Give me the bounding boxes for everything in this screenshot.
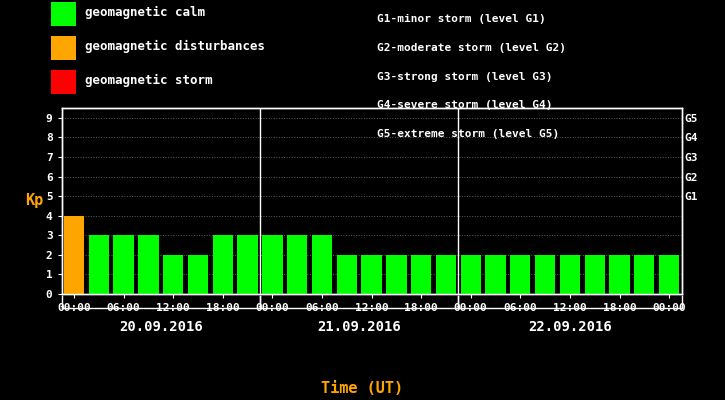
Text: 20.09.2016: 20.09.2016	[119, 320, 203, 334]
Text: Time (UT): Time (UT)	[321, 381, 404, 396]
Bar	[287, 235, 307, 294]
Bar	[138, 235, 159, 294]
Bar	[659, 255, 679, 294]
Bar	[361, 255, 382, 294]
Text: G2-moderate storm (level G2): G2-moderate storm (level G2)	[377, 43, 566, 53]
Text: geomagnetic calm: geomagnetic calm	[85, 6, 205, 18]
Bar	[436, 255, 456, 294]
Bar	[510, 255, 531, 294]
Bar	[584, 255, 605, 294]
Bar	[634, 255, 655, 294]
Bar	[336, 255, 357, 294]
Bar	[212, 235, 233, 294]
Text: geomagnetic disturbances: geomagnetic disturbances	[85, 40, 265, 52]
Text: G5-extreme storm (level G5): G5-extreme storm (level G5)	[377, 129, 559, 139]
Bar	[237, 235, 258, 294]
Text: G4-severe storm (level G4): G4-severe storm (level G4)	[377, 100, 552, 110]
Text: G1-minor storm (level G1): G1-minor storm (level G1)	[377, 14, 546, 24]
Bar	[64, 216, 84, 294]
Bar	[411, 255, 431, 294]
Text: geomagnetic storm: geomagnetic storm	[85, 74, 212, 86]
Bar	[163, 255, 183, 294]
Bar	[535, 255, 555, 294]
Bar	[609, 255, 630, 294]
Text: 22.09.2016: 22.09.2016	[528, 320, 612, 334]
Bar	[312, 235, 332, 294]
Bar	[386, 255, 407, 294]
Bar	[460, 255, 481, 294]
Bar	[113, 235, 134, 294]
Bar	[560, 255, 580, 294]
Bar	[188, 255, 208, 294]
Bar	[262, 235, 283, 294]
Bar	[88, 235, 109, 294]
Y-axis label: Kp: Kp	[25, 194, 44, 208]
Text: G3-strong storm (level G3): G3-strong storm (level G3)	[377, 72, 552, 82]
Bar	[485, 255, 506, 294]
Text: 21.09.2016: 21.09.2016	[318, 320, 401, 334]
